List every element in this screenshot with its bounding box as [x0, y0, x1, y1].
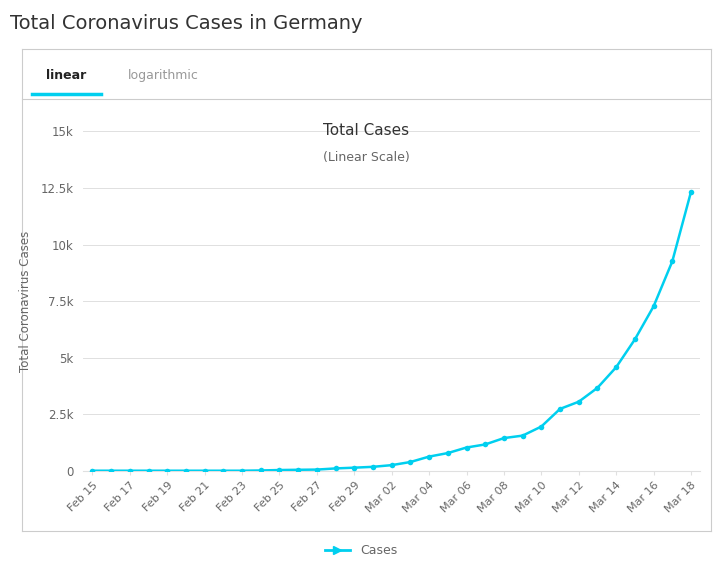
- Point: [648, 302, 659, 311]
- Point: [349, 463, 360, 472]
- Point: [629, 335, 640, 344]
- Point: [479, 440, 491, 449]
- Point: [199, 466, 210, 475]
- Point: [217, 466, 229, 475]
- Point: [180, 466, 192, 475]
- Text: (Linear Scale): (Linear Scale): [323, 151, 410, 164]
- Point: [423, 452, 435, 461]
- Point: [87, 466, 98, 475]
- Point: [517, 431, 529, 440]
- Point: [610, 363, 622, 372]
- Point: [442, 448, 453, 457]
- Text: Total Cases: Total Cases: [323, 123, 409, 138]
- Point: [292, 465, 304, 475]
- Point: [536, 422, 547, 431]
- Point: [573, 397, 585, 407]
- Point: [404, 457, 416, 467]
- Point: [274, 465, 285, 475]
- Legend: Cases: Cases: [320, 539, 402, 562]
- Point: [554, 404, 566, 413]
- Point: [498, 433, 510, 443]
- Point: [105, 466, 117, 475]
- Point: [386, 461, 397, 470]
- Point: [143, 466, 155, 475]
- Point: [592, 383, 604, 392]
- Point: [685, 187, 697, 196]
- Point: [461, 443, 472, 452]
- Text: linear: linear: [46, 69, 87, 82]
- Point: [236, 466, 248, 475]
- Text: logarithmic: logarithmic: [128, 69, 199, 82]
- Point: [162, 466, 173, 475]
- Point: [124, 466, 136, 475]
- Point: [311, 465, 323, 474]
- Text: Total Coronavirus Cases in Germany: Total Coronavirus Cases in Germany: [10, 14, 362, 33]
- Y-axis label: Total Coronavirus Cases: Total Coronavirus Cases: [19, 231, 32, 372]
- Point: [367, 463, 379, 472]
- Point: [330, 464, 342, 473]
- Point: [255, 466, 266, 475]
- Point: [666, 257, 678, 266]
